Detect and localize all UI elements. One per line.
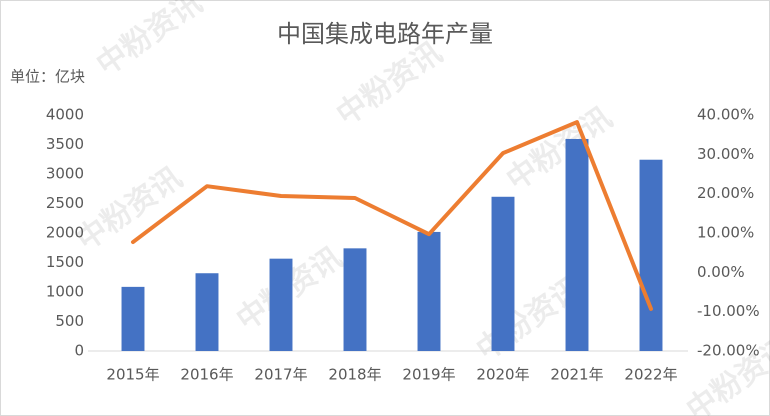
y-axis-label: 单位：亿块 [10, 68, 85, 86]
bar [195, 273, 219, 351]
y-tick-label: 2500 [46, 194, 84, 212]
x-tick-label: 2015年 [106, 366, 159, 384]
y2-tick-label: 20.00% [697, 184, 754, 202]
x-tick-label: 2018年 [328, 366, 381, 384]
y-tick-label: 1500 [46, 253, 84, 271]
x-tick-label: 2020年 [476, 366, 529, 384]
bar [343, 248, 367, 351]
bar [417, 231, 441, 351]
y-tick-label: 500 [55, 312, 84, 330]
y-tick-label: 4000 [46, 106, 84, 124]
x-tick-label: 2019年 [402, 366, 455, 384]
y2-tick-label: -20.00% [697, 342, 760, 360]
bar [121, 286, 145, 351]
x-tick-label: 2016年 [180, 366, 233, 384]
y2-tick-label: 30.00% [697, 145, 754, 163]
y2-tick-label: -10.00% [697, 302, 760, 320]
bar [269, 258, 293, 351]
y2-tick-label: 10.00% [697, 224, 754, 242]
y-tick-label: 3000 [46, 165, 84, 183]
x-tick-label: 2017年 [254, 366, 307, 384]
bar [491, 196, 515, 351]
y-tick-label: 0 [74, 342, 84, 360]
line [131, 120, 653, 311]
y-tick-label: 1000 [46, 283, 84, 301]
y-tick-label: 3500 [46, 135, 84, 153]
x-tick-label: 2021年 [550, 366, 603, 384]
y-tick-label: 2000 [46, 224, 84, 242]
x-tick-label: 2022年 [624, 366, 677, 384]
bar [565, 138, 589, 351]
y2-tick-label: 40.00% [697, 106, 754, 124]
y2-tick-label: 0.00% [697, 263, 745, 281]
bar [639, 159, 663, 351]
chart-title: 中国集成电路年产量 [277, 20, 493, 48]
